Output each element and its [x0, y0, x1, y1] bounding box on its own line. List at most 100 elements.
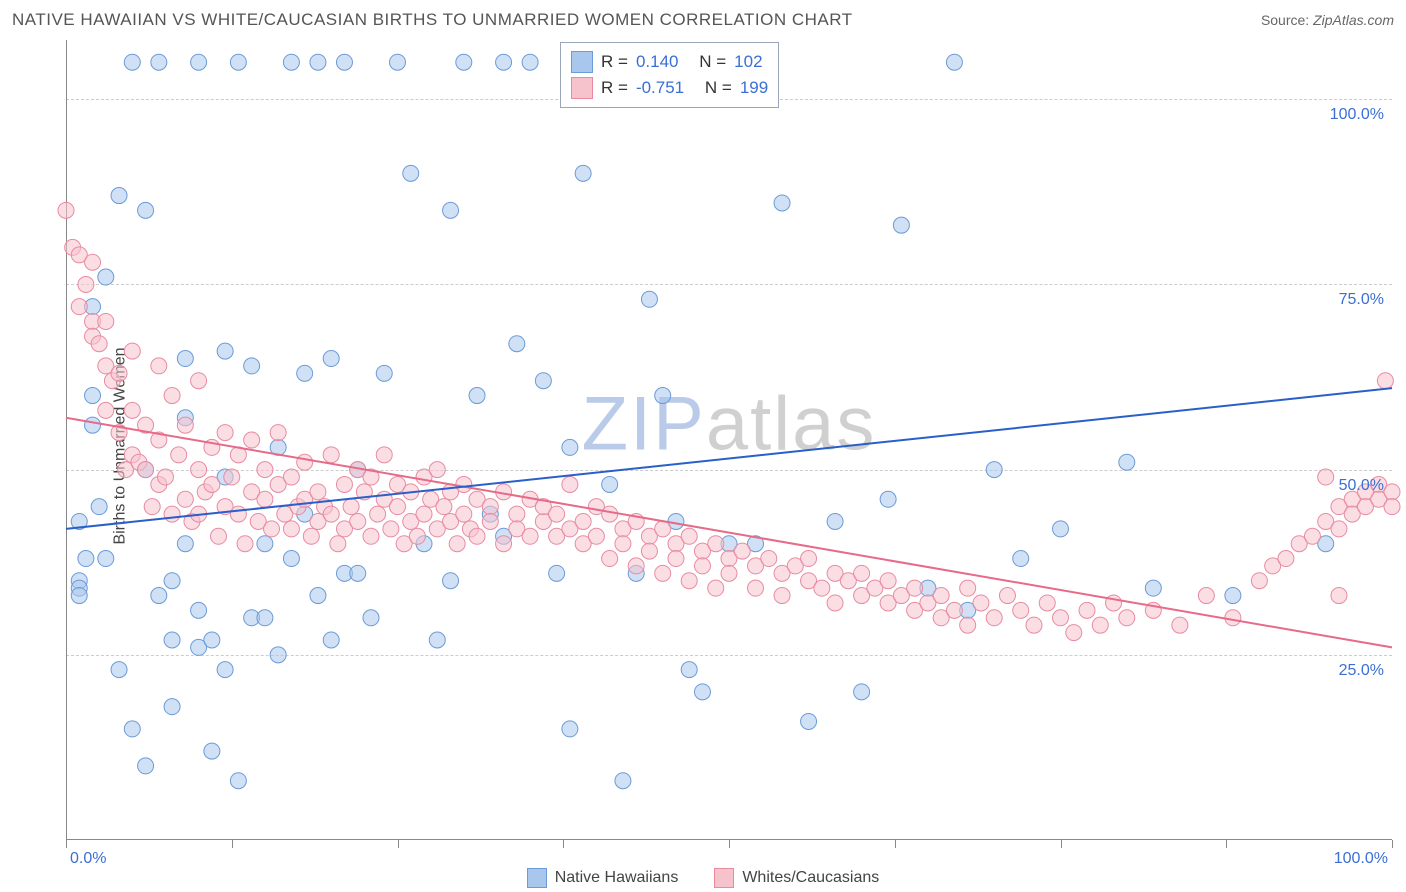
scatter-point [1198, 588, 1214, 604]
scatter-point [933, 588, 949, 604]
scatter-point [999, 588, 1015, 604]
scatter-point [827, 513, 843, 529]
x-tick [1226, 840, 1227, 848]
legend-swatch-whites [714, 868, 734, 888]
scatter-point [893, 217, 909, 233]
scatter-point [177, 491, 193, 507]
scatter-point [509, 336, 525, 352]
scatter-point [615, 536, 631, 552]
scatter-point [456, 506, 472, 522]
stat-r-whites: -0.751 [636, 75, 684, 101]
scatter-point [1039, 595, 1055, 611]
scatter-point [615, 773, 631, 789]
scatter-point [1331, 521, 1347, 537]
scatter-point [323, 506, 339, 522]
scatter-point [708, 536, 724, 552]
scatter-point [383, 521, 399, 537]
scatter-point [257, 610, 273, 626]
legend-item-whites: Whites/Caucasians [714, 868, 879, 888]
scatter-point [1092, 617, 1108, 633]
y-tick-label: 75.0% [1339, 291, 1384, 309]
scatter-point [111, 662, 127, 678]
x-max-label: 100.0% [1334, 850, 1388, 868]
scatter-point [310, 588, 326, 604]
scatter-point [244, 432, 260, 448]
scatter-point [496, 54, 512, 70]
scatter-point [535, 373, 551, 389]
scatter-point [297, 365, 313, 381]
scatter-point [588, 528, 604, 544]
scatter-point [1304, 528, 1320, 544]
scatter-point [469, 388, 485, 404]
scatter-point [124, 721, 140, 737]
scatter-point [1013, 551, 1029, 567]
scatter-point [91, 336, 107, 352]
scatter-point [151, 358, 167, 374]
scatter-point [946, 602, 962, 618]
scatter-point [655, 521, 671, 537]
scatter-point [244, 358, 260, 374]
scatter-point [522, 54, 538, 70]
scatter-point [1251, 573, 1267, 589]
legend-label-whites: Whites/Caucasians [742, 869, 879, 887]
scatter-point [144, 499, 160, 515]
chart-title: NATIVE HAWAIIAN VS WHITE/CAUCASIAN BIRTH… [12, 10, 853, 30]
legend-item-hawaiians: Native Hawaiians [527, 868, 679, 888]
scatter-point [449, 536, 465, 552]
scatter-point [230, 506, 246, 522]
scatter-point [58, 202, 74, 218]
scatter-point [164, 632, 180, 648]
scatter-point [562, 439, 578, 455]
scatter-point [191, 462, 207, 478]
scatter-point [880, 491, 896, 507]
x-tick [1392, 840, 1393, 848]
scatter-point [436, 499, 452, 515]
scatter-point [1331, 588, 1347, 604]
scatter-point [111, 188, 127, 204]
scatter-point [668, 551, 684, 567]
scatter-point [409, 528, 425, 544]
scatter-point [177, 417, 193, 433]
legend-swatch-hawaiians [527, 868, 547, 888]
scatter-point [1079, 602, 1095, 618]
scatter-point [177, 351, 193, 367]
scatter-point [78, 551, 94, 567]
scatter-point [1053, 610, 1069, 626]
scatter-point [1225, 588, 1241, 604]
y-tick-label: 100.0% [1330, 106, 1384, 124]
scatter-point [575, 513, 591, 529]
scatter-point [986, 462, 1002, 478]
stats-box: R = 0.140 N = 102 R = -0.751 N = 199 [560, 42, 779, 108]
scatter-point [98, 313, 114, 329]
scatter-point [761, 551, 777, 567]
scatter-point [1172, 617, 1188, 633]
scatter-point [482, 499, 498, 515]
scatter-point [774, 195, 790, 211]
scatter-point [336, 476, 352, 492]
scatter-point [164, 699, 180, 715]
scatter-point [880, 573, 896, 589]
stat-n-label: N = [705, 75, 732, 101]
scatter-point [721, 565, 737, 581]
scatter-point [1066, 625, 1082, 641]
scatter-point [602, 551, 618, 567]
stat-n-label: N = [699, 49, 726, 75]
scatter-point [91, 499, 107, 515]
scatter-point [1377, 373, 1393, 389]
scatter-point [85, 417, 101, 433]
scatter-point [1119, 610, 1135, 626]
scatter-point [628, 558, 644, 574]
scatter-point [204, 632, 220, 648]
chart-container: NATIVE HAWAIIAN VS WHITE/CAUCASIAN BIRTH… [0, 0, 1406, 892]
x-tick [398, 840, 399, 848]
scatter-point [1384, 484, 1400, 500]
scatter-point [390, 54, 406, 70]
scatter-point [708, 580, 724, 596]
scatter-point [257, 462, 273, 478]
scatter-point [370, 506, 386, 522]
title-bar: NATIVE HAWAIIAN VS WHITE/CAUCASIAN BIRTH… [0, 0, 1406, 40]
scatter-point [297, 454, 313, 470]
scatter-point [376, 365, 392, 381]
scatter-point [350, 565, 366, 581]
scatter-point [257, 491, 273, 507]
